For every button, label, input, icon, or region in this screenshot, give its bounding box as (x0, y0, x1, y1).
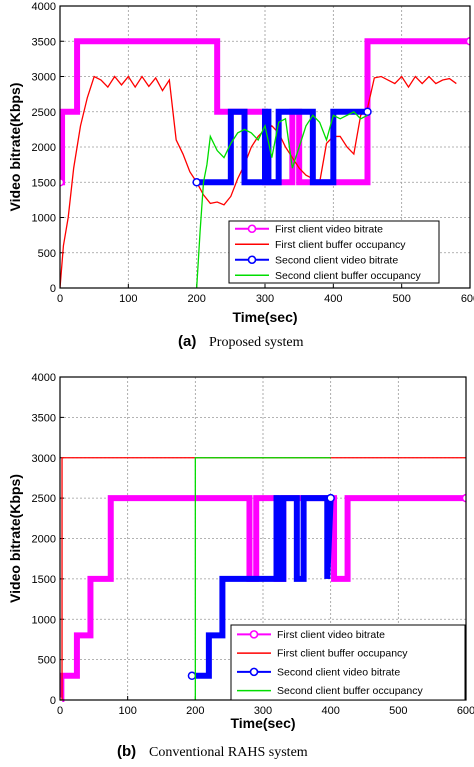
series-marker (326, 493, 335, 503)
y-tick-label: 3500 (32, 412, 56, 424)
y-tick-label: 3000 (32, 72, 56, 84)
y-tick-label: 2000 (32, 534, 56, 546)
chart-panel-b: 0 100 200 300 400 500 600 0 500 1000 1500 2000 2500 3… (7, 372, 474, 760)
series-line (191, 495, 334, 679)
caption-text: Conventional RAHS system (149, 745, 308, 760)
caption-letter: (a) (178, 333, 196, 350)
y-tick-label: 2500 (32, 493, 56, 505)
x-tick-label: 600 (457, 705, 474, 717)
legend-label: First client buffer occupancy (277, 648, 408, 660)
legend-box (228, 220, 440, 284)
legend-label: Second client video bitrate (275, 254, 398, 266)
series-line (196, 108, 368, 186)
legend-label: Second client video bitrate (277, 666, 400, 678)
series-line (60, 75, 457, 289)
y-tick-label: 2000 (32, 142, 56, 154)
x-tick-label: 100 (118, 705, 136, 717)
series-line (194, 457, 331, 700)
x-tick-label: 300 (256, 293, 274, 305)
y-tick-label: 4000 (32, 1, 56, 13)
series-marker (60, 178, 65, 187)
legend-box (230, 624, 466, 701)
legend-marker (247, 255, 257, 265)
series-marker (363, 107, 372, 116)
series-group (60, 37, 470, 289)
x-tick-label: 200 (187, 293, 205, 305)
y-axis-label: Video bitrate(Kbps) (7, 83, 23, 212)
x-tick-label: 400 (324, 293, 342, 305)
series-line (196, 110, 368, 289)
legend-marker (249, 630, 259, 639)
x-tick-label: 300 (254, 705, 272, 717)
chart-panel-a: 0 100 200 300 400 500 600 0 500 1000 1500 2000 2500 3… (7, 1, 474, 350)
legend-label: First client buffer occupancy (275, 239, 406, 251)
y-tick-label: 0 (50, 695, 56, 707)
legend-marker (247, 224, 257, 234)
legend-label: First client video bitrate (275, 223, 383, 235)
y-axis-label: Video bitrate(Kbps) (7, 474, 23, 603)
y-tick-label: 500 (38, 655, 56, 667)
y-tick-label: 1000 (32, 213, 56, 225)
x-tick-label: 400 (321, 705, 339, 717)
legend: First client video bitrate First client b… (228, 220, 440, 284)
x-tick-label: 100 (119, 293, 137, 305)
series-marker (187, 671, 197, 681)
y-tick-label: 3000 (32, 453, 56, 465)
series-marker (465, 37, 470, 46)
x-axis-label: Time(sec) (232, 309, 297, 325)
x-tick-label: 500 (392, 293, 410, 305)
x-tick-label: 500 (389, 705, 407, 717)
series-marker (192, 178, 201, 187)
series-marker (461, 493, 466, 503)
x-tick-label: 600 (461, 293, 474, 305)
legend-label: First client video bitrate (277, 629, 385, 641)
y-tick-label: 2500 (32, 107, 56, 119)
y-tick-label: 1500 (32, 574, 56, 586)
y-tick-label: 1000 (32, 614, 56, 626)
y-tick-label: 1500 (32, 177, 56, 189)
legend-label: Second client buffer occupancy (275, 270, 421, 282)
x-tick-label: 200 (186, 705, 204, 717)
y-tick-label: 500 (38, 248, 56, 260)
y-tick-label: 0 (50, 283, 56, 295)
x-tick-label: 0 (57, 705, 63, 717)
plot-frame (59, 5, 471, 289)
x-tick-label: 0 (57, 293, 63, 305)
legend-label: Second client buffer occupancy (277, 685, 423, 697)
legend: First client video bitrate First client b… (230, 624, 466, 701)
y-tick-label: 4000 (32, 372, 56, 384)
caption-text: Proposed system (209, 335, 304, 350)
x-axis-label: Time(sec) (230, 715, 295, 731)
y-tick-label: 3500 (32, 36, 56, 48)
legend-marker (249, 667, 259, 677)
caption-letter: (b) (117, 743, 136, 760)
